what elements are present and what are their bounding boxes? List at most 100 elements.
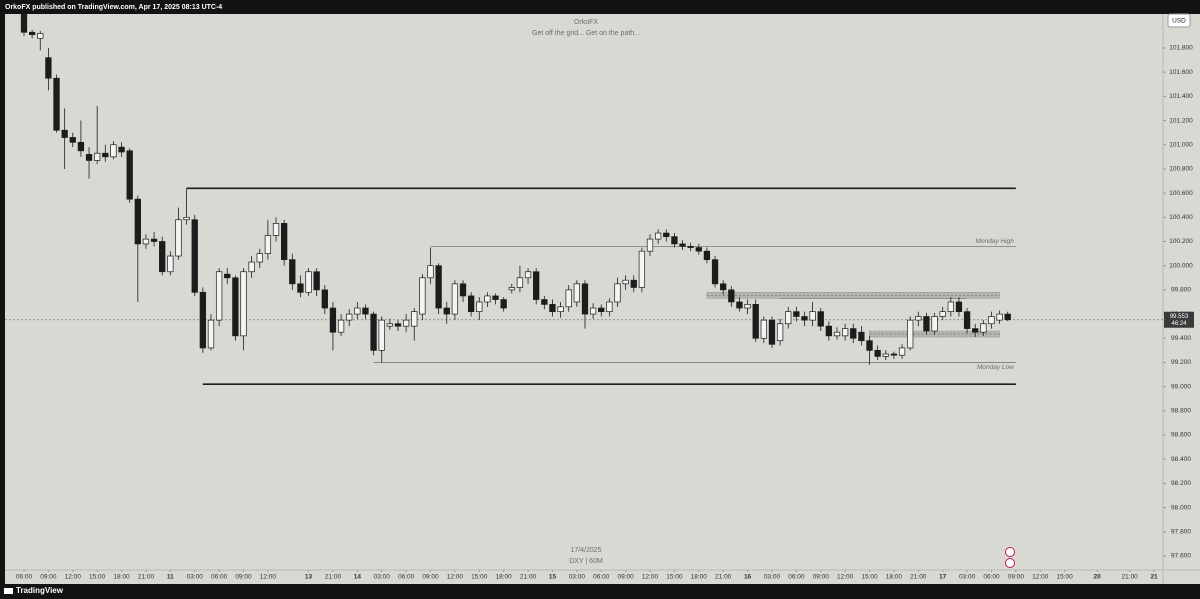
candle-body — [589, 307, 597, 315]
candle-body — [492, 295, 499, 300]
y-tick-label: 101.000 — [1169, 141, 1193, 148]
candle-body — [61, 129, 68, 138]
candle-body — [45, 57, 52, 79]
y-tick-label: 99.400 — [1171, 335, 1191, 342]
x-tick-label: 15:00 — [89, 574, 106, 581]
candle-body — [581, 283, 589, 315]
x-tick-label: 21:00 — [520, 574, 537, 581]
candle-body — [533, 271, 540, 300]
candle-body — [484, 295, 491, 303]
candle-body — [110, 144, 117, 158]
y-tick-label: 100.800 — [1169, 166, 1193, 173]
candle-body — [175, 219, 182, 257]
x-tick-label: 06:00 — [211, 574, 228, 581]
candle-body — [573, 283, 580, 303]
y-tick-label: 98.200 — [1171, 480, 1191, 487]
candle-body — [557, 306, 564, 313]
currency-box[interactable] — [1167, 13, 1191, 28]
publisher: OrkoFX published on TradingView.com, Apr… — [5, 4, 222, 11]
candle-body — [817, 311, 824, 327]
x-tick-label: 09:00 — [617, 574, 634, 581]
candle-body — [321, 289, 328, 309]
candle-body — [898, 347, 906, 356]
y-tick-label: 97.600 — [1171, 553, 1191, 560]
candle-body — [354, 307, 361, 315]
y-tick-label: 100.000 — [1169, 262, 1193, 269]
candle-body — [224, 273, 231, 279]
y-tick-label: 100.200 — [1169, 238, 1193, 245]
candle-body — [744, 304, 751, 309]
x-tick-label: 15:00 — [1056, 574, 1073, 581]
level-label: Monday High — [976, 238, 1015, 245]
candle-body — [272, 223, 280, 236]
candle-body — [687, 245, 694, 248]
x-tick-label: 09:00 — [1008, 574, 1025, 581]
candle-body — [183, 216, 190, 221]
candle-body — [191, 219, 198, 293]
candle-body — [167, 255, 174, 273]
candle-body — [785, 311, 792, 325]
y-tick-label: 101.600 — [1169, 69, 1193, 76]
candle-body — [768, 319, 776, 345]
y-tick-label: 99.000 — [1171, 383, 1191, 390]
candle-body — [801, 316, 808, 321]
candle-body — [833, 331, 841, 337]
candle-body — [622, 279, 629, 285]
candle-body — [362, 307, 369, 315]
candle-body — [907, 319, 914, 349]
candle-body — [419, 277, 426, 315]
x-tick-label: 06:00 — [788, 574, 805, 581]
candle-body — [858, 331, 865, 342]
candle-body — [305, 271, 312, 293]
event-icon[interactable] — [1005, 547, 1015, 557]
x-tick-label: 15 — [549, 574, 557, 581]
currency-label: USD — [1172, 18, 1186, 25]
candle-body — [915, 316, 922, 321]
y-tick-label: 98.000 — [1171, 504, 1191, 511]
candle-body — [411, 311, 418, 327]
candle-body — [451, 283, 459, 315]
x-tick-label: 11 — [167, 574, 174, 581]
price-tag-value: 99.553 — [1170, 314, 1189, 320]
candle-body — [882, 353, 889, 357]
candle-body — [118, 146, 125, 153]
candle-body — [102, 152, 109, 158]
x-tick-label: 21:00 — [910, 574, 927, 581]
x-tick-label: 14 — [354, 574, 362, 581]
y-tick-label: 100.600 — [1169, 190, 1193, 197]
x-tick-label: 15:00 — [666, 574, 683, 581]
candle-body — [134, 198, 141, 245]
x-tick-label: 21:00 — [715, 574, 732, 581]
candle-body — [760, 319, 767, 339]
candle-body — [94, 152, 101, 161]
candle-body — [207, 319, 215, 349]
y-tick-label: 101.800 — [1169, 45, 1193, 52]
candle-body — [516, 277, 524, 288]
candle-body — [955, 301, 963, 313]
candle-body — [752, 304, 759, 339]
chart-subtitle: Get off the grid... Get on the path... — [532, 30, 640, 37]
candle-body — [980, 323, 987, 333]
x-tick-label: 16 — [744, 574, 752, 581]
candle-body — [337, 319, 345, 333]
axes: 101.800 101.600 101.400 101.200 101.000 100.8… — [16, 45, 1194, 581]
candle-body — [972, 328, 979, 333]
candle-body — [720, 283, 727, 291]
candle-body — [215, 271, 223, 321]
candle-body — [394, 323, 402, 327]
candle-body — [866, 340, 873, 351]
event-icon[interactable] — [1005, 558, 1015, 568]
candle-body — [402, 319, 410, 327]
x-tick-label: 12:00 — [260, 574, 277, 581]
date-label: 17/4/2025 — [570, 547, 601, 554]
candle-body — [606, 301, 613, 313]
candle-body — [703, 250, 711, 260]
x-tick-label: 09:00 — [40, 574, 57, 581]
candle-body — [565, 289, 572, 308]
x-tick-label: 21:00 — [138, 574, 155, 581]
plot: Monday High Monday Low — [5, 14, 1163, 386]
candle-body — [663, 232, 670, 238]
brand: TradingView — [16, 586, 64, 595]
